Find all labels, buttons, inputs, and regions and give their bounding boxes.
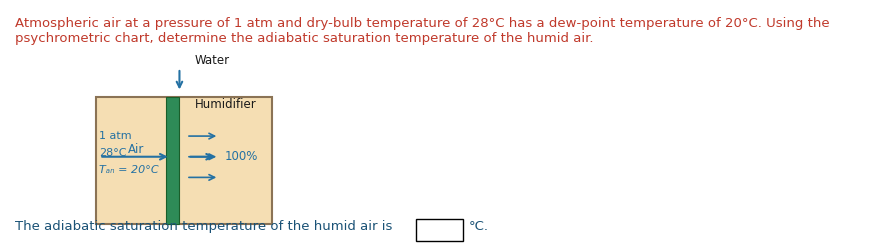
Bar (167, 97, 180, 224)
Text: Tₐₙ = 20°C: Tₐₙ = 20°C (100, 165, 159, 175)
Text: Humidifier: Humidifier (195, 98, 256, 111)
Text: Atmospheric air at a pressure of 1 atm and dry-bulb temperature of 28°C has a de: Atmospheric air at a pressure of 1 atm a… (15, 17, 829, 45)
Text: 28°C: 28°C (100, 148, 127, 158)
Text: Air: Air (128, 143, 144, 156)
Text: °C.: °C. (470, 220, 489, 233)
Bar (96, 97, 272, 224)
Text: The adiabatic saturation temperature of the humid air is: The adiabatic saturation temperature of … (15, 220, 392, 233)
Text: Water: Water (195, 54, 230, 67)
Text: 1 atm: 1 atm (100, 131, 132, 141)
Text: 100%: 100% (225, 150, 258, 163)
Bar (416, 219, 463, 241)
